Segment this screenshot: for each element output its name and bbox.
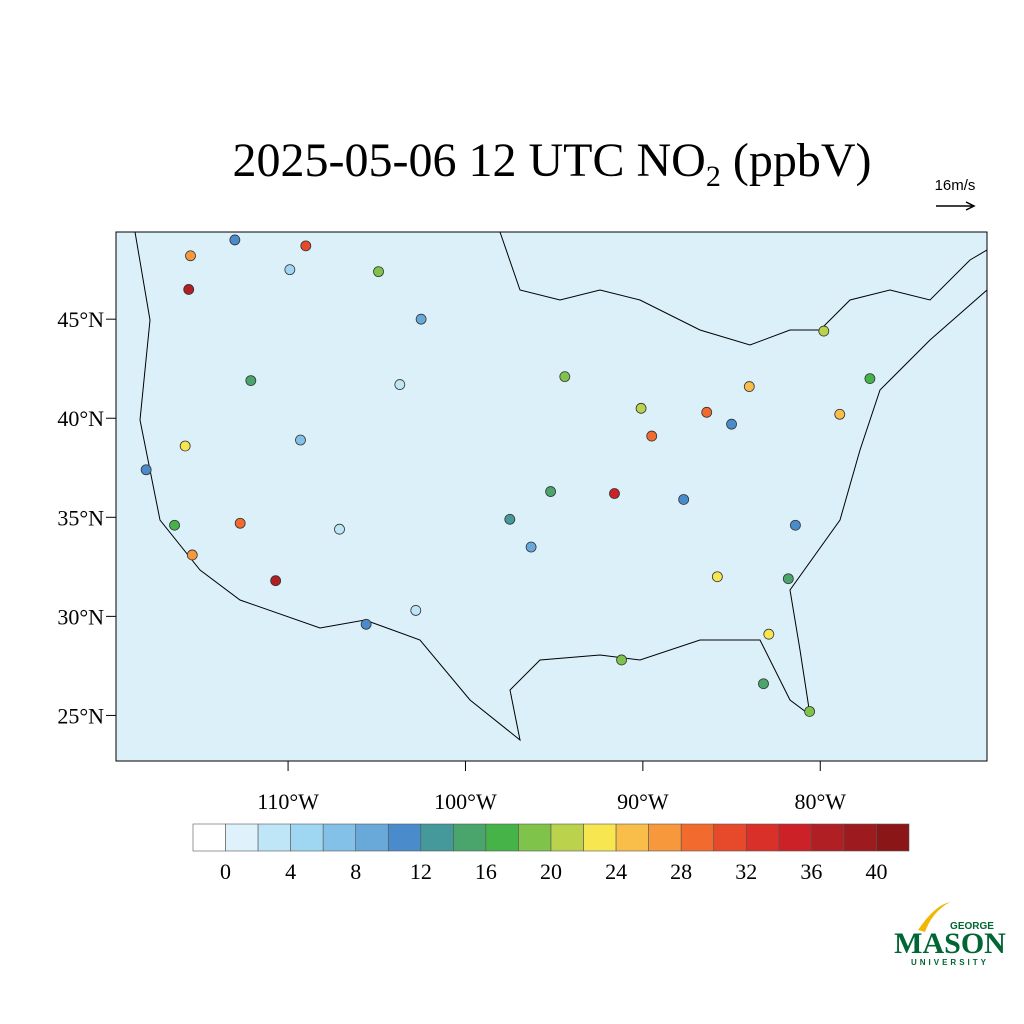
colorbar-box [745, 823, 780, 852]
x-tick-label: 80°W [794, 789, 846, 814]
station [782, 573, 794, 585]
logo-top: GEORGE [950, 921, 994, 932]
station [743, 381, 755, 392]
logo-swoosh [918, 902, 950, 932]
station [790, 519, 801, 531]
colorbar-tick-label: 36 [800, 859, 822, 884]
station [818, 325, 830, 337]
station [758, 678, 769, 690]
title-sub: 2 [706, 160, 721, 193]
station [616, 654, 627, 666]
colorbar-tick-label: 32 [735, 859, 757, 884]
station [415, 313, 427, 325]
colorbar-box [518, 823, 552, 852]
station [545, 486, 557, 497]
colorbar-tick-label: 28 [670, 859, 692, 884]
colorbar-box [453, 823, 487, 852]
colorbar-box [615, 823, 649, 852]
title: 2025-05-06 12 UTC NO2 (ppbV) [233, 134, 872, 193]
colorbar-box [680, 823, 715, 852]
x-tick-label: 90°W [617, 789, 669, 814]
title-main: 2025-05-06 12 UTC NO [233, 134, 706, 187]
colorbar-tick-label: 4 [285, 859, 296, 884]
station [234, 517, 246, 529]
station [245, 375, 257, 386]
station [635, 402, 647, 414]
colorbar-box [485, 823, 519, 852]
station [726, 418, 737, 430]
colorbar-tick-label: 40 [865, 859, 887, 884]
colorbar-box [648, 823, 682, 852]
colorbar-box [811, 823, 845, 852]
colorbar-box [225, 823, 259, 852]
colorbar-box [387, 823, 422, 852]
station [295, 434, 306, 446]
vector-reference-arrow [936, 201, 976, 211]
colorbar-tick-label: 16 [475, 859, 497, 884]
us-outline [134, 231, 988, 742]
station [373, 266, 384, 278]
y-tick-label: 25°N [57, 703, 104, 728]
station [183, 284, 195, 295]
station [284, 264, 296, 276]
colorbar-box [583, 823, 617, 852]
station [834, 408, 846, 420]
vector-reference-label: 16m/s [935, 177, 976, 194]
colorbar-box [550, 823, 584, 852]
station [300, 240, 312, 252]
logo-main: MASON [894, 927, 1006, 960]
station [525, 541, 537, 553]
station [763, 628, 775, 640]
logo-bottom: UNIVERSITY [911, 958, 989, 967]
colorbar-box [355, 823, 389, 852]
logo: GEORGE MASON UNIVERSITY [894, 902, 1006, 967]
colorbar-tick-label: 8 [350, 859, 361, 884]
station [678, 494, 690, 505]
colorbar-box [192, 823, 226, 852]
station [140, 464, 152, 476]
station [864, 373, 876, 385]
x-tick-label: 100°W [434, 789, 497, 814]
colorbar-box [713, 823, 747, 852]
colorbar-tick-label: 20 [540, 859, 562, 884]
station [504, 513, 516, 525]
colorbar-tick-label: 24 [605, 859, 627, 884]
station [334, 523, 345, 535]
station [394, 379, 406, 390]
colorbar-box [290, 823, 324, 852]
y-tick-label: 45°N [57, 307, 104, 332]
station [711, 571, 723, 583]
colorbar-box [420, 823, 454, 852]
station [559, 371, 571, 383]
station [229, 234, 241, 246]
y-tick-label: 35°N [57, 505, 104, 530]
y-tick-label: 40°N [57, 406, 104, 431]
colorbar-tick-label: 0 [220, 859, 231, 884]
colorbar-box [876, 823, 910, 852]
station [179, 440, 191, 452]
colorbar-box [322, 823, 357, 852]
colorbar-box [257, 823, 291, 852]
station [701, 406, 713, 418]
station [360, 618, 372, 630]
station [804, 706, 816, 717]
station [185, 250, 196, 262]
station [410, 605, 422, 616]
colorbar-tick-label: 12 [410, 859, 432, 884]
colorbar-box [843, 823, 877, 852]
title-unit: (ppbV) [721, 134, 872, 187]
station [186, 549, 198, 561]
station [646, 430, 658, 442]
station [270, 575, 282, 587]
station [609, 488, 620, 499]
y-tick-label: 30°N [57, 604, 104, 629]
x-tick-label: 110°W [257, 789, 319, 814]
station [169, 519, 180, 531]
colorbar-box [778, 823, 812, 852]
